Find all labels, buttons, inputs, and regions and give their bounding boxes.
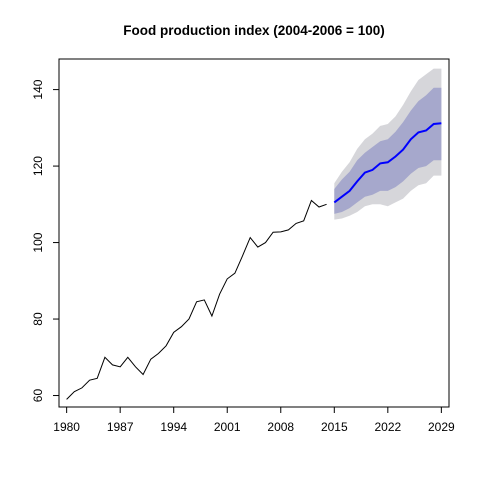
- x-tick-label: 2022: [374, 420, 401, 434]
- y-tick-label: 80: [31, 312, 45, 326]
- band-80: [334, 87, 442, 214]
- series-lines: [66, 122, 442, 400]
- history-line: [66, 199, 327, 400]
- x-tick-label: 2008: [267, 420, 294, 434]
- chart-title: Food production index (2004-2006 = 100): [123, 23, 384, 38]
- y-tick-label: 120: [31, 156, 45, 176]
- forecast-bands: [334, 68, 442, 220]
- y-tick-label: 60: [31, 389, 45, 403]
- x-tick-label: 2001: [214, 420, 241, 434]
- x-tick-label: 1987: [107, 420, 134, 434]
- x-axis: 1980 1987 1994 2001 2008 2015 2022 2029: [53, 406, 455, 434]
- x-tick-label: 1994: [160, 420, 187, 434]
- forecast-line: [333, 122, 442, 204]
- x-tick-label: 2015: [321, 420, 348, 434]
- plot-frame: [58, 58, 450, 408]
- x-tick-label: 1980: [53, 420, 80, 434]
- y-tick-label: 100: [31, 232, 45, 252]
- y-tick-label: 140: [31, 79, 45, 99]
- y-axis: 60 80 100 120 140: [31, 79, 60, 403]
- x-tick-label: 2029: [428, 420, 455, 434]
